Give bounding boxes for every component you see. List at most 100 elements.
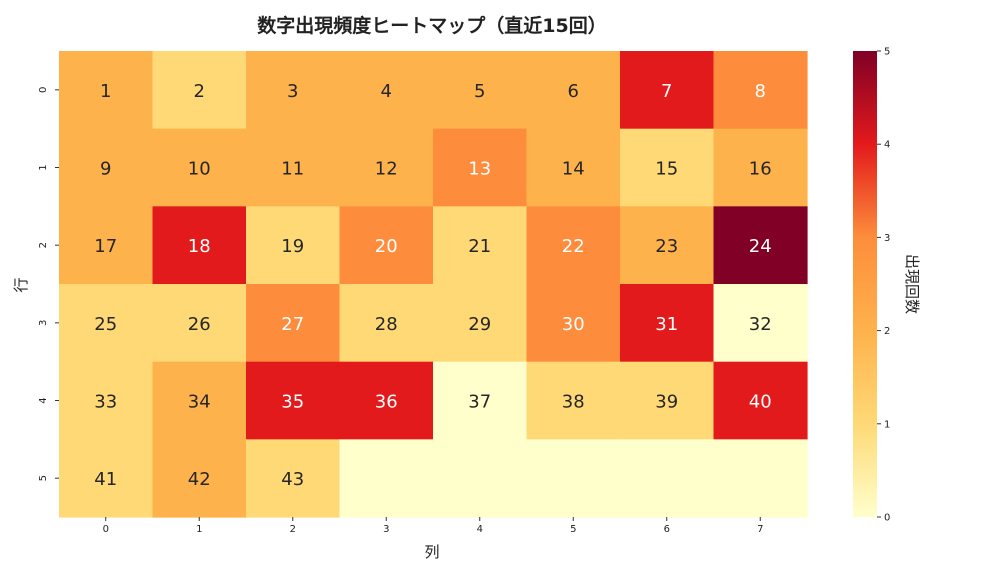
cell-label: 9 [100, 159, 111, 180]
x-tick-label: 4 [477, 524, 483, 535]
cell-label: 8 [755, 81, 766, 102]
heatmap-cell [59, 206, 154, 285]
cell-label: 40 [749, 392, 772, 413]
cell-label: 31 [655, 314, 678, 335]
heatmap-cell [339, 51, 434, 130]
y-tick-label: 3 [38, 320, 49, 326]
heatmap-cell [713, 284, 808, 363]
x-tick-label: 3 [383, 524, 389, 535]
cell-label: 23 [655, 236, 678, 257]
cell-label: 29 [468, 314, 491, 335]
cell-label: 11 [281, 159, 304, 180]
cell-label: 19 [281, 236, 304, 257]
colorbar-tick-label: 1 [884, 419, 890, 430]
heatmap-cell [713, 439, 808, 518]
heatmap-cell [433, 361, 528, 440]
heatmap-cell [152, 51, 247, 130]
heatmap-cell [620, 284, 715, 363]
cell-label: 21 [468, 236, 491, 257]
cell-label: 33 [94, 392, 117, 413]
cell-label: 17 [94, 236, 117, 257]
cell-label: 15 [655, 159, 678, 180]
heatmap-cell [152, 361, 247, 440]
cell-label: 13 [468, 159, 491, 180]
colorbar-gradient [853, 51, 877, 517]
colorbar-ticks: 0 1 2 3 4 5 [877, 47, 890, 524]
y-tick-label: 1 [38, 164, 49, 170]
heatmap-cell [59, 284, 154, 363]
colorbar-tick-label: 0 [884, 513, 890, 524]
y-tick-label: 0 [38, 87, 49, 93]
heatmap-cell [246, 128, 341, 207]
heatmap-cell [59, 439, 154, 518]
cell-label: 30 [562, 314, 585, 335]
colorbar-tick-label: 3 [884, 233, 890, 244]
cell-label: 2 [194, 81, 205, 102]
heatmap-cell [246, 206, 341, 285]
y-axis-ticks: 0 1 2 3 4 5 [38, 87, 59, 481]
heatmap-cell [246, 51, 341, 130]
cell-label: 43 [281, 469, 304, 490]
heatmap-cell [59, 51, 154, 130]
cell-label: 27 [281, 314, 304, 335]
heatmap-cell [339, 361, 434, 440]
heatmap-cell [526, 361, 621, 440]
x-tick-label: 7 [757, 524, 763, 535]
heatmap-cell [713, 361, 808, 440]
cell-label: 20 [375, 236, 398, 257]
x-tick-label: 6 [664, 524, 670, 535]
heatmap-cell [59, 361, 154, 440]
cell-label: 1 [100, 81, 111, 102]
heatmap-cell [433, 51, 528, 130]
cell-label: 24 [749, 236, 772, 257]
heatmap-cell [339, 128, 434, 207]
heatmap-cell [246, 284, 341, 363]
cell-label: 36 [375, 392, 398, 413]
cell-label: 6 [568, 81, 579, 102]
heatmap-cell [339, 284, 434, 363]
heatmap-cell [526, 439, 621, 518]
heatmap-cell [152, 439, 247, 518]
colorbar [853, 51, 877, 517]
heatmap-cell [59, 128, 154, 207]
cell-label: 16 [749, 159, 772, 180]
cell-label: 4 [381, 81, 392, 102]
y-axis-label: 行 [12, 277, 30, 292]
cell-label: 25 [94, 314, 117, 335]
heatmap-cell [713, 51, 808, 130]
cell-label: 28 [375, 314, 398, 335]
x-tick-label: 5 [570, 524, 576, 535]
heatmap-cell [246, 439, 341, 518]
cell-label: 12 [375, 159, 398, 180]
heatmap-cell [526, 206, 621, 285]
heatmap-cell [339, 439, 434, 518]
heatmap-cell [152, 128, 247, 207]
cell-label: 10 [188, 159, 211, 180]
cell-label: 35 [281, 392, 304, 413]
x-tick-label: 0 [103, 524, 109, 535]
heatmap-cell [620, 51, 715, 130]
x-tick-label: 1 [196, 524, 202, 535]
y-tick-label: 5 [38, 475, 49, 481]
heatmap-cell [433, 439, 528, 518]
x-axis-label: 列 [424, 543, 439, 561]
heatmap-cell [713, 128, 808, 207]
heatmap-cell [339, 206, 434, 285]
cell-label: 22 [562, 236, 585, 257]
colorbar-tick-label: 2 [884, 326, 890, 337]
cell-label: 34 [188, 392, 211, 413]
cell-label: 14 [562, 159, 585, 180]
heatmap-cell [620, 128, 715, 207]
cell-label: 41 [94, 469, 117, 490]
cell-label: 32 [749, 314, 772, 335]
cell-label: 39 [655, 392, 678, 413]
x-tick-label: 2 [290, 524, 296, 535]
cell-label: 38 [562, 392, 585, 413]
cell-label: 42 [188, 469, 211, 490]
heatmap-cell [152, 206, 247, 285]
heatmap-cell [152, 284, 247, 363]
heatmap-cell [713, 206, 808, 285]
cell-label: 18 [188, 236, 211, 257]
heatmap-cell [620, 439, 715, 518]
